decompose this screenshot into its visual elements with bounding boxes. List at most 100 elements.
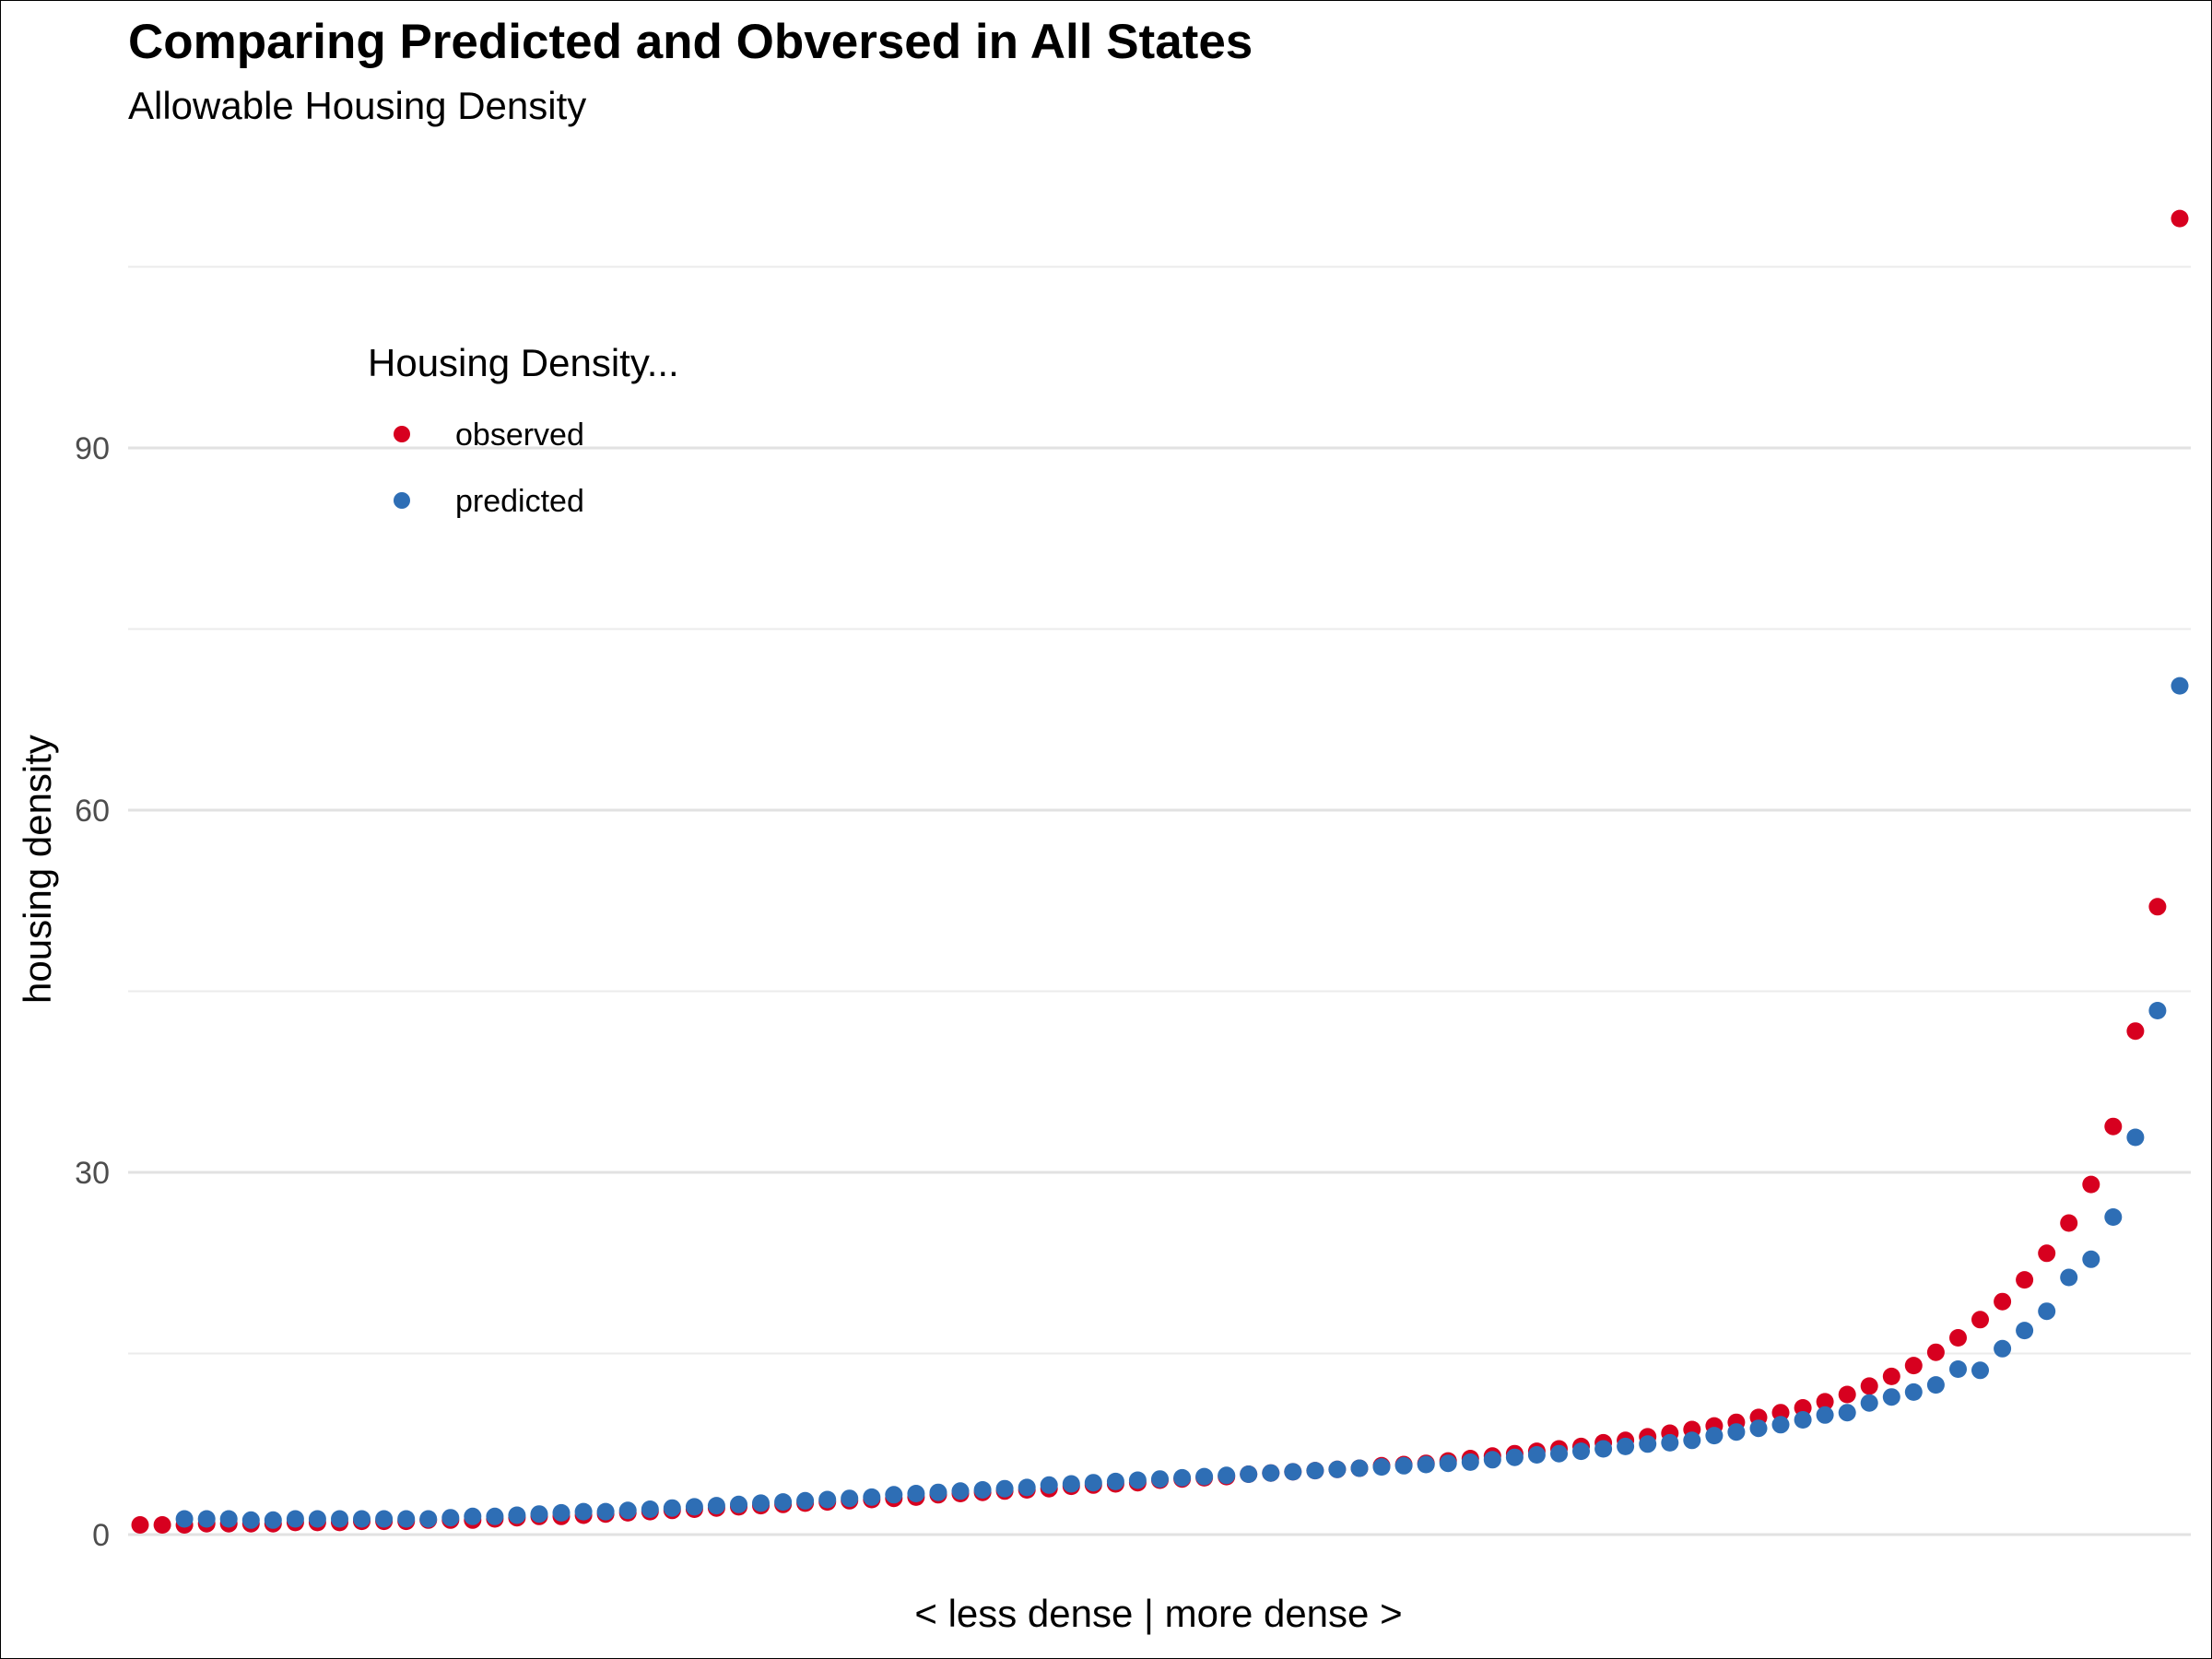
- data-point-predicted: [397, 1510, 416, 1528]
- data-point-predicted: [1771, 1416, 1790, 1434]
- data-point-predicted: [1505, 1448, 1524, 1466]
- data-point-predicted: [1151, 1470, 1169, 1488]
- data-point-predicted: [1527, 1446, 1546, 1464]
- data-point-observed: [2104, 1117, 2123, 1135]
- data-point-predicted: [1084, 1474, 1102, 1492]
- legend-label-observed: observed: [455, 418, 584, 453]
- data-point-predicted: [1617, 1437, 1635, 1455]
- data-point-predicted: [375, 1510, 394, 1528]
- data-point-observed: [1882, 1367, 1900, 1385]
- legend: Housing Density... observed predicted: [368, 341, 679, 519]
- data-point-predicted: [2126, 1128, 2145, 1147]
- data-point-predicted: [1816, 1406, 1834, 1424]
- data-point-predicted: [1483, 1451, 1501, 1469]
- data-point-predicted: [1284, 1463, 1302, 1481]
- data-point-predicted: [1106, 1472, 1124, 1490]
- data-point-predicted: [774, 1493, 793, 1512]
- data-point-predicted: [1173, 1468, 1192, 1487]
- data-point-predicted: [1018, 1478, 1036, 1497]
- y-axis-label: housing density: [16, 735, 59, 1004]
- data-point-predicted: [885, 1486, 903, 1504]
- data-point-predicted: [241, 1511, 260, 1529]
- data-point-observed: [1860, 1377, 1878, 1395]
- chart-title: Comparing Predicted and Obversed in All …: [128, 15, 1253, 69]
- data-point-predicted: [1062, 1475, 1080, 1493]
- data-point-predicted: [1128, 1471, 1147, 1489]
- data-point-predicted: [707, 1497, 725, 1515]
- y-tick-label: 60: [75, 794, 110, 829]
- data-point-predicted: [1461, 1453, 1479, 1471]
- data-point-predicted: [1240, 1465, 1258, 1483]
- data-point-predicted: [1195, 1467, 1214, 1486]
- data-point-predicted: [2016, 1322, 2034, 1340]
- y-tick-labels: 0 30 60 90: [75, 431, 110, 1553]
- data-point-predicted: [574, 1502, 593, 1521]
- data-point-predicted: [1904, 1382, 1923, 1401]
- data-point-predicted: [618, 1501, 637, 1520]
- chart-subtitle: Allowable Housing Density: [128, 84, 586, 127]
- data-point-predicted: [685, 1498, 703, 1516]
- x-axis-label: < less dense | more dense >: [914, 1592, 1402, 1635]
- data-point-predicted: [219, 1510, 238, 1528]
- data-point-observed: [1794, 1399, 1812, 1417]
- data-point-predicted: [663, 1499, 681, 1517]
- data-point-predicted: [1705, 1427, 1724, 1445]
- data-point-observed: [1994, 1292, 2012, 1311]
- data-point-predicted: [552, 1503, 571, 1522]
- data-point-predicted: [1306, 1462, 1324, 1480]
- data-point-observed: [131, 1516, 149, 1534]
- data-point-predicted: [1218, 1466, 1236, 1485]
- data-point-predicted: [1661, 1433, 1679, 1452]
- data-point-observed: [2082, 1175, 2100, 1194]
- data-point-observed: [2126, 1022, 2145, 1041]
- data-point-predicted: [286, 1510, 304, 1528]
- data-point-observed: [1816, 1393, 1834, 1411]
- data-point-observed: [2016, 1271, 2034, 1289]
- data-point-predicted: [1417, 1455, 1435, 1474]
- data-point-predicted: [1594, 1440, 1613, 1458]
- data-point-observed: [1926, 1343, 1945, 1361]
- data-point-predicted: [1860, 1394, 1878, 1412]
- data-point-predicted: [419, 1510, 438, 1528]
- data-point-predicted: [796, 1491, 815, 1510]
- data-point-predicted: [641, 1500, 659, 1518]
- legend-title: Housing Density...: [368, 341, 679, 384]
- data-point-observed: [1971, 1311, 1989, 1329]
- data-point-predicted: [907, 1485, 925, 1502]
- data-point-predicted: [1971, 1361, 1989, 1380]
- data-point-predicted: [1350, 1459, 1369, 1477]
- data-point-predicted: [2082, 1250, 2100, 1268]
- data-point-observed: [1838, 1385, 1856, 1404]
- y-tick-label: 30: [75, 1156, 110, 1191]
- data-point-predicted: [995, 1479, 1014, 1498]
- data-point-predicted: [486, 1507, 504, 1525]
- data-point-predicted: [1262, 1464, 1280, 1482]
- data-point-observed: [1771, 1404, 1790, 1422]
- data-point-predicted: [863, 1488, 881, 1506]
- data-point-predicted: [2060, 1268, 2078, 1287]
- data-point-observed: [153, 1516, 171, 1534]
- data-point-predicted: [1882, 1388, 1900, 1406]
- data-point-observed: [2060, 1214, 2078, 1232]
- y-tick-label: 90: [75, 431, 110, 466]
- data-point-predicted: [730, 1495, 747, 1513]
- data-point-predicted: [1550, 1444, 1568, 1463]
- legend-swatch-observed: [394, 426, 410, 442]
- data-point-predicted: [308, 1510, 326, 1528]
- data-point-observed: [1949, 1329, 1967, 1347]
- data-point-predicted: [2171, 677, 2189, 695]
- data-point-predicted: [2104, 1208, 2123, 1226]
- data-point-observed: [2038, 1244, 2056, 1263]
- data-point-predicted: [1328, 1460, 1347, 1478]
- data-point-observed: [2171, 209, 2189, 228]
- data-point-predicted: [1683, 1431, 1701, 1450]
- data-point-predicted: [1949, 1360, 1967, 1378]
- data-point-predicted: [1749, 1419, 1768, 1438]
- data-point-predicted: [1727, 1423, 1746, 1441]
- data-point-predicted: [929, 1483, 947, 1501]
- data-point-predicted: [818, 1490, 837, 1509]
- data-point-predicted: [464, 1507, 482, 1525]
- data-point-predicted: [1639, 1435, 1657, 1453]
